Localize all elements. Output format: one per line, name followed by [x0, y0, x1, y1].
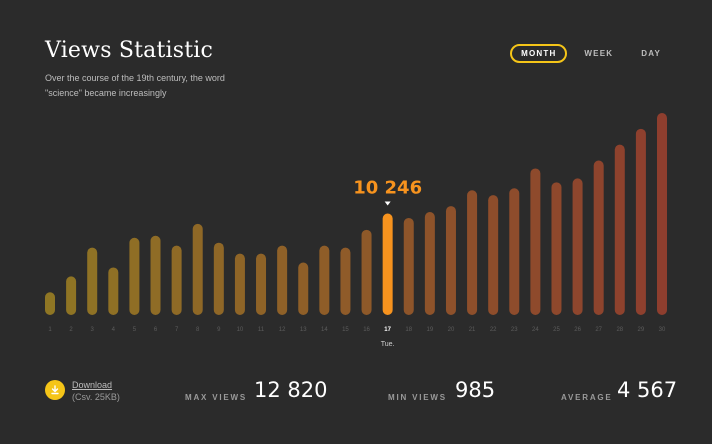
tab-week[interactable]: WEEK: [584, 49, 614, 58]
bar-day-6[interactable]: [150, 235, 161, 315]
bar-day-28[interactable]: [614, 144, 625, 315]
bar-day-27[interactable]: [593, 160, 604, 315]
bar-day-13[interactable]: [298, 262, 309, 315]
max-views-label: MAX VIEWS: [185, 393, 247, 402]
bar-day-19[interactable]: [424, 212, 435, 315]
bar-day-21[interactable]: [467, 190, 478, 315]
x-tick-label: 1: [48, 327, 52, 333]
x-tick-label: 30: [659, 327, 666, 333]
x-tick-label: 10: [237, 327, 244, 333]
footer-stats: Download (Csv. 25KB) MAX VIEWS 12 820 MI…: [0, 372, 712, 412]
bar-day-26[interactable]: [572, 178, 583, 315]
average-value: 4 567: [617, 378, 678, 402]
x-tick-label: 18: [405, 327, 412, 333]
x-tick-label: 4: [112, 327, 116, 333]
page-title: Views Statistic: [45, 38, 214, 63]
bar-day-10[interactable]: [234, 253, 245, 315]
bar-day-14[interactable]: [319, 245, 330, 315]
period-tabs: MONTH WEEK DAY: [510, 44, 672, 63]
bar-day-2[interactable]: [66, 276, 77, 315]
min-views-label: MIN VIEWS: [388, 393, 447, 402]
x-tick-label: 12: [279, 327, 286, 333]
pointer-caret-icon: [384, 201, 391, 206]
x-tick-label: 17: [384, 327, 391, 333]
bar-day-17[interactable]: [382, 213, 393, 315]
bar-day-25[interactable]: [551, 182, 562, 315]
x-tick-label: 11: [258, 327, 265, 333]
bar-day-7[interactable]: [171, 245, 182, 315]
bar-day-29[interactable]: [635, 128, 646, 315]
bar-day-15[interactable]: [340, 247, 351, 315]
tab-month[interactable]: MONTH: [510, 44, 568, 63]
page-subtitle: Over the course of the 19th century, the…: [45, 73, 225, 98]
average-label: AVERAGE: [561, 393, 613, 402]
bar-day-5[interactable]: [129, 237, 140, 315]
x-tick-label: 22: [490, 327, 497, 333]
download-file-info: (Csv. 25KB): [72, 392, 120, 402]
download-link[interactable]: Download: [72, 380, 113, 390]
x-tick-label: 14: [321, 327, 328, 333]
x-tick-label: 23: [511, 327, 518, 333]
x-tick-label: 29: [638, 327, 645, 333]
x-tick-label: 27: [595, 327, 602, 333]
x-tick-label: 20: [448, 327, 455, 333]
x-tick-label: 28: [616, 327, 623, 333]
bar-day-16[interactable]: [361, 229, 372, 315]
max-views-value: 12 820: [254, 378, 328, 402]
bar-day-20[interactable]: [445, 206, 456, 315]
x-tick-label: 21: [469, 327, 476, 333]
bar-day-3[interactable]: [87, 247, 98, 315]
tab-day[interactable]: DAY: [641, 49, 661, 58]
x-tick-label: 7: [175, 327, 179, 333]
bar-day-4[interactable]: [108, 267, 119, 315]
bar-day-30[interactable]: [657, 113, 667, 315]
bar-day-11[interactable]: [256, 253, 267, 315]
x-tick-label: 6: [154, 327, 158, 333]
x-tick-label: 5: [133, 327, 137, 333]
x-tick-label: 13: [300, 327, 307, 333]
highlight-value-label: 10 246: [353, 178, 422, 199]
bar-day-18[interactable]: [403, 217, 414, 315]
bar-day-23[interactable]: [509, 188, 520, 315]
bar-day-12[interactable]: [277, 245, 288, 315]
x-tick-label: 19: [427, 327, 434, 333]
download-icon[interactable]: [45, 380, 65, 400]
bar-day-9[interactable]: [213, 242, 224, 315]
x-tick-label: 16: [363, 327, 370, 333]
x-tick-label: 24: [532, 327, 539, 333]
highlight-weekday-label: Tue.: [381, 341, 395, 348]
x-tick-label: 9: [217, 327, 221, 333]
x-tick-label: 15: [342, 327, 349, 333]
x-tick-label: 26: [574, 327, 581, 333]
x-tick-label: 2: [69, 327, 73, 333]
x-tick-label: 3: [91, 327, 95, 333]
bar-day-1[interactable]: [45, 292, 55, 315]
x-tick-label: 8: [196, 327, 200, 333]
min-views-value: 985: [455, 378, 496, 402]
bar-day-8[interactable]: [192, 223, 203, 315]
x-tick-label: 25: [553, 327, 560, 333]
bar-day-24[interactable]: [530, 168, 541, 315]
bar-day-22[interactable]: [488, 195, 499, 315]
